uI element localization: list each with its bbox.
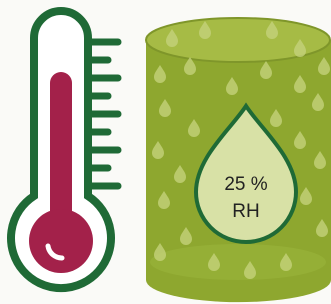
- thermometer: [11, 11, 118, 288]
- humidity-unit: RH: [232, 201, 259, 222]
- humidity-illustration: 25 % RH: [0, 0, 331, 304]
- humidity-reading: 25 %: [224, 174, 267, 195]
